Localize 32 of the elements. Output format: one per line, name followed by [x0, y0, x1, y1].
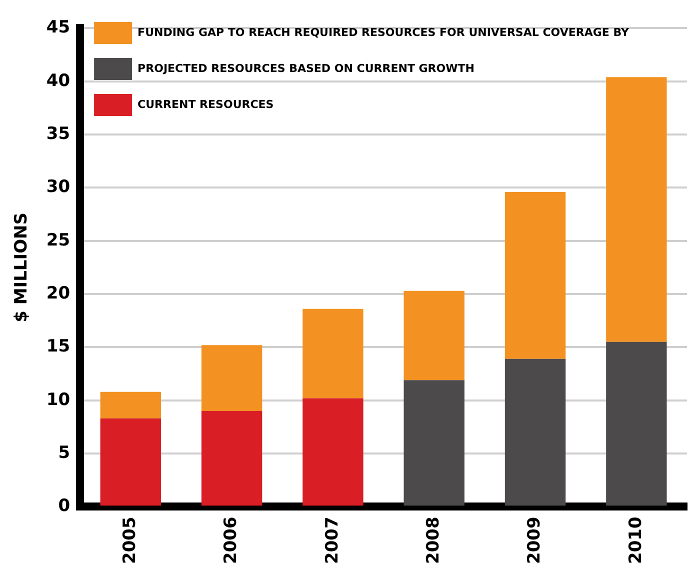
y-tick-label: 30 [46, 177, 70, 198]
legend-label: PROJECTED RESOURCES BASED ON CURRENT GROWTH [138, 62, 474, 75]
y-tick-label: 0 [58, 496, 70, 516]
y-tick-label: 45 [46, 18, 70, 38]
bar [606, 342, 667, 506]
bar [606, 77, 667, 342]
x-tick-label: 2005 [120, 516, 140, 564]
y-axis-title: $ MILLIONS [12, 212, 32, 322]
x-tick-label: 2006 [221, 516, 242, 564]
x-tick-label: 2010 [626, 516, 646, 564]
y-tick-label: 10 [46, 390, 70, 410]
bar [302, 308, 364, 398]
bar [100, 418, 161, 506]
x-tick-label: 2008 [424, 516, 444, 564]
bar [201, 345, 262, 411]
legend-label: CURRENT RESOURCES [138, 98, 274, 111]
y-tick-label: 35 [46, 124, 70, 144]
x-tick-label: 2009 [524, 516, 545, 564]
x-tick-label: 2007 [322, 516, 342, 564]
bar [302, 398, 364, 506]
y-tick-label: 15 [46, 336, 70, 357]
bar [404, 380, 464, 506]
y-tick-label: 20 [46, 283, 70, 304]
bar [100, 392, 161, 418]
bar [504, 358, 566, 506]
bar [201, 410, 262, 506]
bar [504, 192, 566, 359]
y-tick-label: 25 [46, 230, 70, 250]
legend-label: FUNDING GAP TO REACH REQUIRED RESOURCES FOR UNIVERSAL COVERAGE BY [138, 26, 630, 39]
bar [404, 290, 464, 380]
y-tick-label: 5 [58, 442, 70, 463]
y-tick-label: 40 [46, 70, 70, 91]
